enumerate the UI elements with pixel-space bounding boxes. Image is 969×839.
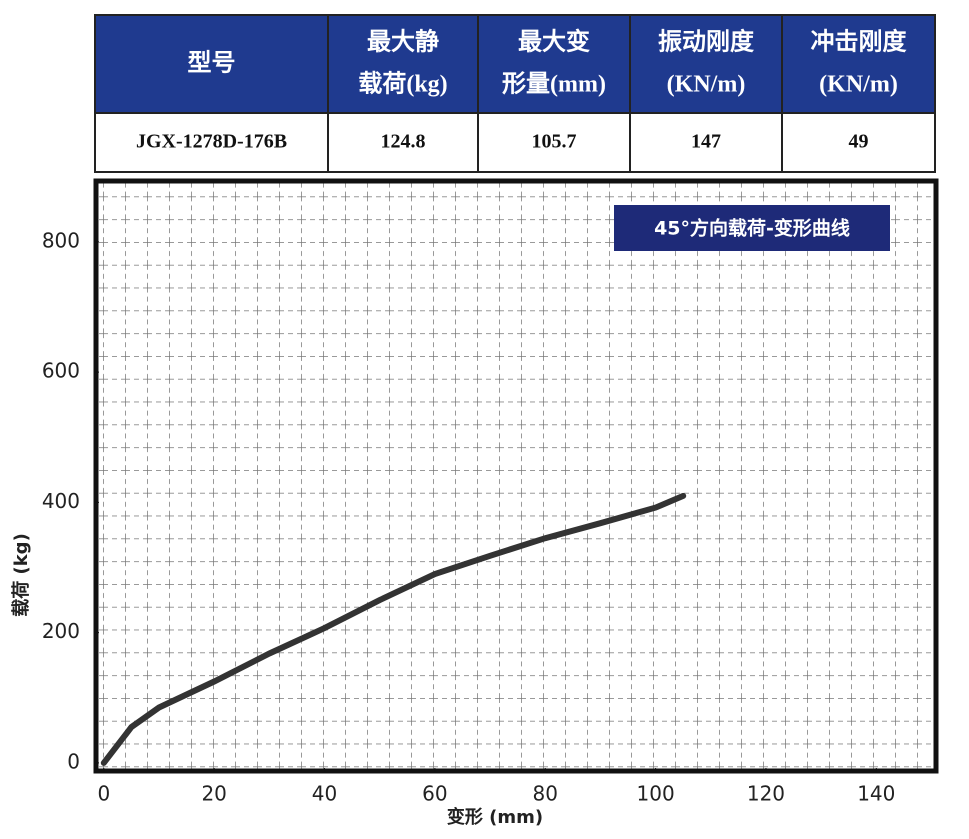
table-header-cell: 最大变 [518, 28, 590, 56]
x-tick-label: 60 [422, 782, 447, 806]
x-axis-label: 变形 (mm) [447, 806, 543, 828]
table-header-cell: 冲击刚度 [811, 28, 908, 56]
table-row-bg [94, 112, 936, 173]
plot-area [93, 178, 939, 774]
title-box [614, 205, 890, 251]
y-tick-label: 600 [42, 359, 80, 383]
table-cell: 105.7 [532, 131, 577, 153]
table-cell: JGX-1278D-176B [136, 131, 287, 153]
x-tick-label: 140 [857, 782, 895, 806]
table-header-cell: 载荷(kg) [358, 71, 447, 98]
x-tick-label: 100 [637, 782, 675, 806]
table-header-cell: 型号 [188, 50, 236, 77]
y-tick-label: 800 [42, 228, 80, 252]
table-cell: 147 [691, 131, 721, 153]
table-header-cell: 形量(mm) [502, 71, 606, 98]
chart-title: 45°方向载荷-变形曲线 [654, 217, 850, 240]
table-cell: 49 [849, 131, 869, 153]
x-tick-label: 0 [97, 782, 110, 806]
y-tick-label: 0 [67, 749, 80, 773]
table-header-cell: 最大静 [367, 29, 439, 56]
table-header-cell: (KN/m) [667, 72, 746, 98]
x-tick-label: 80 [533, 782, 558, 806]
x-tick-label: 40 [312, 782, 337, 806]
curve [100, 492, 687, 766]
table-header-cell: 振动刚度 [658, 28, 755, 56]
table-cell: 124.8 [381, 131, 426, 153]
table-header-bg [94, 14, 936, 114]
x-tick-label: 120 [747, 782, 785, 806]
table-header-cell: (KN/m) [819, 72, 898, 98]
x-tick-label: 20 [201, 782, 226, 806]
y-axis-label: 载荷 (kg) [10, 533, 32, 617]
y-tick-label: 400 [42, 489, 80, 513]
y-tick-label: 200 [42, 619, 80, 643]
